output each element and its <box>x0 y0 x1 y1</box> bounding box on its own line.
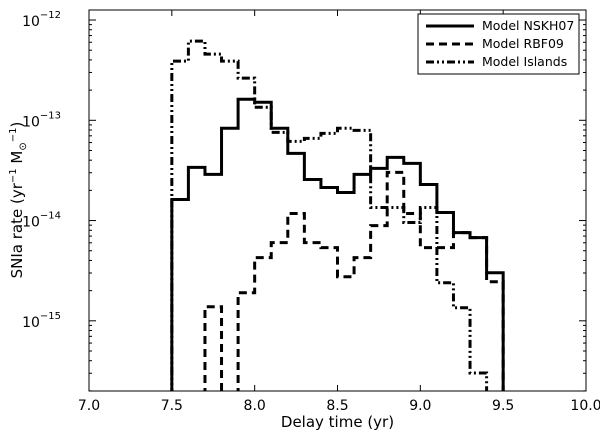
legend: Model NSKH07 Model RBF09 Model Islands <box>417 13 580 75</box>
x-tick-label: 9.5 <box>492 398 514 414</box>
y-tick-label: 10−14 <box>22 211 61 231</box>
y-tick-label: 10−13 <box>22 110 61 130</box>
y-label-sun: ⊙ <box>18 142 29 150</box>
y-tick-label: 10−15 <box>22 311 61 331</box>
x-axis-label: Delay time (yr) <box>281 413 394 431</box>
y-tick-label: 10−12 <box>22 10 61 30</box>
y-label-exp2: −1 <box>8 127 19 142</box>
series-nskh07 <box>170 97 505 391</box>
legend-label-islands: Model Islands <box>482 54 567 69</box>
series-islands <box>170 39 489 391</box>
legend-label-rbf09: Model RBF09 <box>482 36 564 51</box>
y-axis-label: SNIa rate (yr−1 M⊙−1) <box>8 122 29 279</box>
x-tick-label: 8.0 <box>244 398 266 414</box>
x-tick-label: 7.0 <box>78 398 100 414</box>
y-label-mid: M <box>8 151 26 169</box>
x-axis: 7.0 7.5 8.0 8.5 9.0 9.5 10.0 <box>78 10 600 414</box>
legend-label-nskh07: Model NSKH07 <box>482 18 574 33</box>
x-tick-label: 10.0 <box>570 398 600 414</box>
x-tick-label: 7.5 <box>161 398 183 414</box>
y-label-exp1: −1 <box>8 168 19 183</box>
y-axis: 10−15 10−14 10−13 10−12 <box>22 10 586 392</box>
x-tick-label: 8.5 <box>326 398 348 414</box>
y-label-end: ) <box>8 122 26 128</box>
series-layer <box>170 39 505 391</box>
series-rbf09 <box>203 170 505 391</box>
y-label-main: SNIa rate (yr <box>8 182 26 278</box>
x-tick-label: 9.0 <box>409 398 431 414</box>
